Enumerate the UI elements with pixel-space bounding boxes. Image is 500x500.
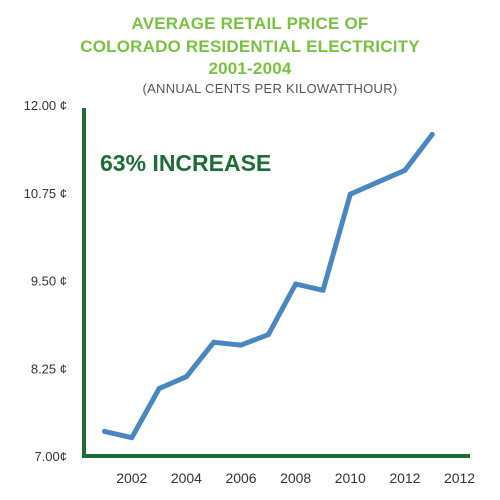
data-point	[375, 179, 381, 185]
data-point	[129, 435, 135, 441]
data-point	[320, 287, 326, 293]
x-tick-label: 2008	[280, 470, 311, 486]
data-point	[102, 428, 107, 434]
chart-subtitle: (ANNUAL CENTS PER KILOWATTHOUR)	[142, 81, 398, 96]
increase-annotation: 63% INCREASE	[100, 150, 271, 176]
data-point	[156, 386, 162, 392]
y-tick-label: 9.50 ¢	[31, 274, 67, 289]
x-tick-label: 2002	[116, 470, 147, 486]
y-tick-label: 10.75 ¢	[24, 186, 67, 201]
y-tick-label: 12.00 ¢	[24, 98, 67, 113]
series-line	[102, 132, 435, 441]
data-point	[183, 374, 189, 380]
x-tick-label: 2012	[389, 470, 420, 486]
chart-title-line-1: AVERAGE RETAIL PRICE OF	[131, 14, 369, 33]
x-tick-label: 2010	[335, 470, 366, 486]
data-point	[429, 132, 435, 137]
data-point	[347, 191, 353, 197]
x-tick-label: 2004	[171, 470, 202, 486]
y-tick-label: 8.25 ¢	[31, 361, 67, 376]
data-point	[211, 339, 217, 345]
x-tick-label: 2012	[444, 470, 475, 486]
data-point	[293, 281, 299, 287]
chart-title-line-2: COLORADO RESIDENTIAL ELECTRICITY	[80, 37, 420, 56]
data-point	[238, 342, 244, 348]
y-tick-label: 7.00¢	[34, 449, 67, 464]
x-tick-label: 2006	[225, 470, 256, 486]
x-tick-labels: 2002 2004 2006 2008 2010 2012 2012	[116, 470, 475, 486]
data-points	[102, 132, 435, 441]
data-point	[402, 167, 408, 173]
y-tick-labels: 12.00 ¢ 10.75 ¢ 9.50 ¢ 8.25 ¢ 7.00¢	[24, 98, 67, 464]
data-point	[265, 332, 271, 338]
chart-title-line-3: 2001-2004	[208, 59, 292, 78]
